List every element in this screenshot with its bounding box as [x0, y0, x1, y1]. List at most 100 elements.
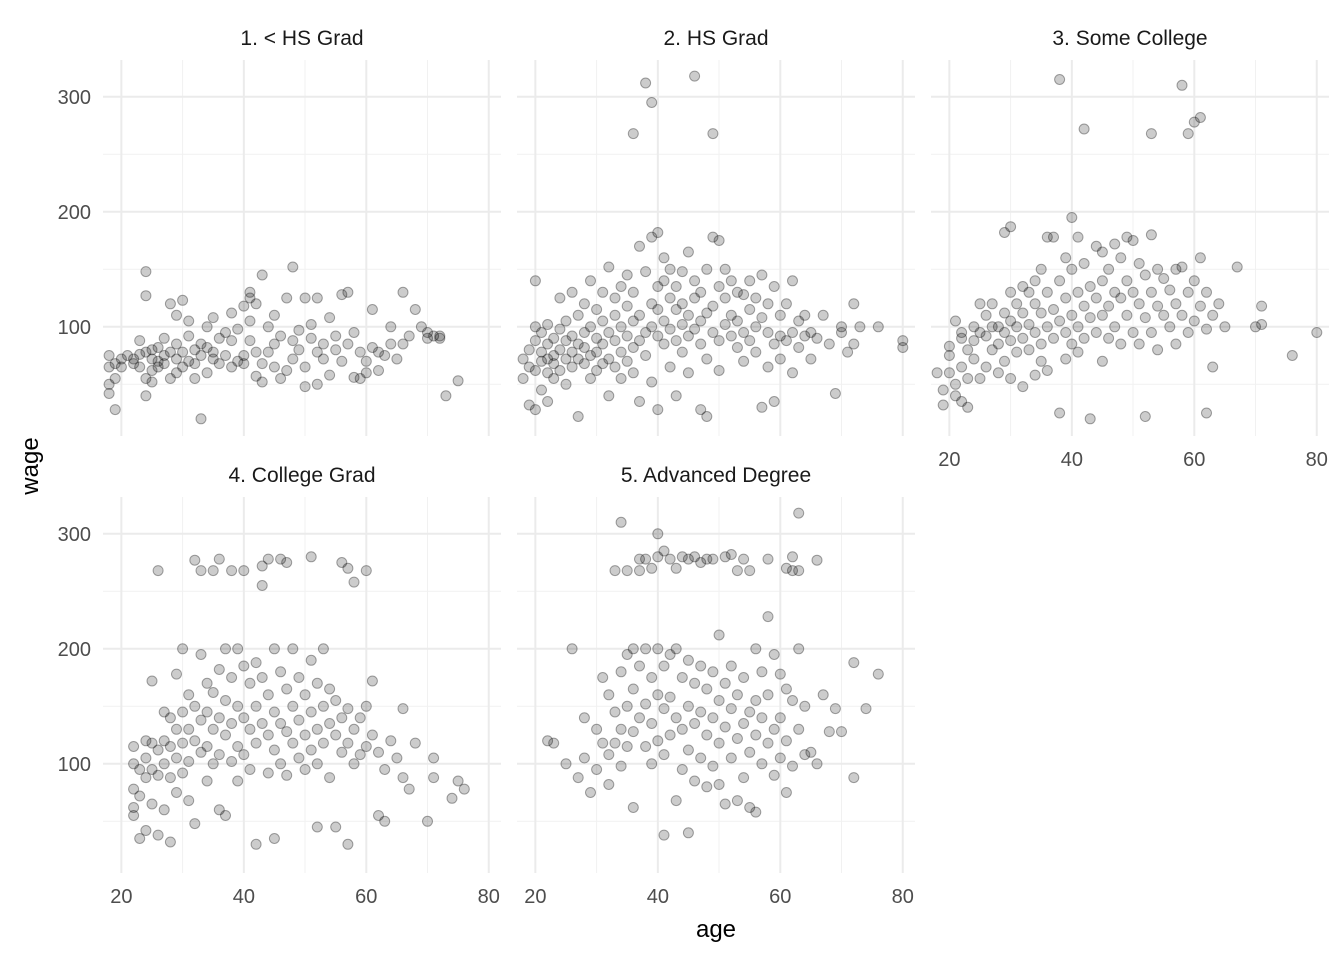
scatter-point [591, 764, 603, 775]
x-tick-label: 80 [478, 886, 500, 908]
scatter-point [572, 411, 584, 422]
x-tick-label: 40 [233, 886, 255, 908]
scatter-point [428, 772, 440, 784]
scatter-point [664, 553, 676, 565]
scatter-point [744, 335, 756, 347]
scatter-point [937, 384, 949, 396]
scatter-point [244, 677, 256, 689]
scatter-point [701, 263, 713, 275]
scatter-point [256, 718, 268, 729]
scatter-point [627, 683, 639, 695]
scatter-point [646, 231, 658, 243]
x-tick-label: 20 [524, 886, 546, 908]
scatter-point [1060, 292, 1072, 304]
scatter-point [829, 703, 841, 715]
scatter-point [799, 749, 811, 761]
scatter-point [360, 355, 372, 367]
scatter-point [658, 749, 670, 761]
scatter-point [146, 764, 158, 775]
scatter-point [299, 729, 311, 741]
scatter-point [158, 332, 170, 344]
scatter-point [324, 772, 336, 784]
scatter-point [719, 677, 731, 689]
scatter-point [1066, 212, 1078, 223]
scatter-point [250, 657, 262, 669]
scatter-point [195, 413, 207, 425]
scatter-point [348, 723, 360, 735]
scatter-point [1090, 292, 1102, 304]
scatter-point [140, 772, 152, 784]
scatter-point [293, 714, 305, 726]
scatter-point [275, 373, 287, 384]
scatter-point [220, 729, 231, 741]
scatter-point [603, 779, 615, 790]
scatter-point [695, 404, 707, 416]
scatter-point [682, 654, 694, 666]
scatter-point [695, 706, 707, 718]
scatter-point [1286, 350, 1298, 361]
scatter-point [293, 672, 305, 683]
scatter-point [542, 338, 554, 350]
scatter-point [585, 321, 596, 333]
scatter-point [652, 643, 664, 655]
scatter-point [373, 746, 384, 758]
scatter-point [780, 562, 792, 574]
scatter-point [554, 292, 566, 304]
scatter-point [676, 672, 688, 683]
scatter-point [103, 378, 115, 390]
scatter-point [238, 712, 250, 724]
scatter-point [652, 551, 664, 563]
scatter-point [1145, 327, 1157, 338]
scatter-point [152, 769, 164, 781]
scatter-point [140, 373, 152, 384]
scatter-point [287, 261, 299, 273]
scatter-point [281, 557, 293, 568]
scatter-point [774, 668, 786, 680]
scatter-point [676, 319, 688, 330]
scatter-point [1072, 346, 1084, 358]
scatter-point [548, 737, 560, 749]
scatter-point [103, 350, 115, 361]
scatter-point [968, 353, 980, 365]
scatter-point [183, 723, 195, 735]
panel-1: 1. < HS Grad 100 200 300 [58, 27, 501, 436]
scatter-point [999, 227, 1010, 238]
scatter-point [640, 266, 652, 278]
scatter-point [719, 721, 731, 733]
scatter-point [446, 792, 458, 804]
scatter-point [1005, 315, 1017, 327]
scatter-point [195, 649, 207, 660]
scatter-point [244, 286, 256, 298]
scatter-point [591, 346, 603, 358]
scatter-point [1139, 269, 1151, 281]
scatter-point [836, 321, 847, 333]
scatter-point [1029, 327, 1041, 338]
scatter-point [128, 741, 140, 752]
scatter-point [336, 289, 348, 301]
scatter-point [756, 758, 768, 770]
scatter-point [682, 553, 694, 565]
scatter-point [140, 735, 152, 747]
scatter-point [1201, 407, 1212, 419]
scatter-point [542, 353, 554, 365]
scatter-point [201, 677, 213, 689]
scatter-point [554, 323, 566, 335]
scatter-point [780, 335, 792, 347]
scatter-point [750, 729, 762, 741]
scatter-point [409, 737, 421, 749]
scatter-point [701, 411, 713, 422]
scatter-point [1029, 369, 1041, 381]
scatter-point [324, 683, 336, 695]
scatter-point [115, 361, 127, 373]
scatter-point [1072, 286, 1084, 298]
scatter-point [103, 361, 115, 373]
scatter-point [738, 289, 750, 301]
scatter-point [1054, 407, 1066, 419]
scatter-point [164, 741, 176, 752]
scatter-point [695, 557, 707, 568]
scatter-point [305, 551, 317, 563]
scatter-point [299, 689, 311, 701]
scatter-point [311, 378, 323, 390]
scatter-point [1035, 355, 1047, 367]
scatter-point [1041, 365, 1053, 376]
